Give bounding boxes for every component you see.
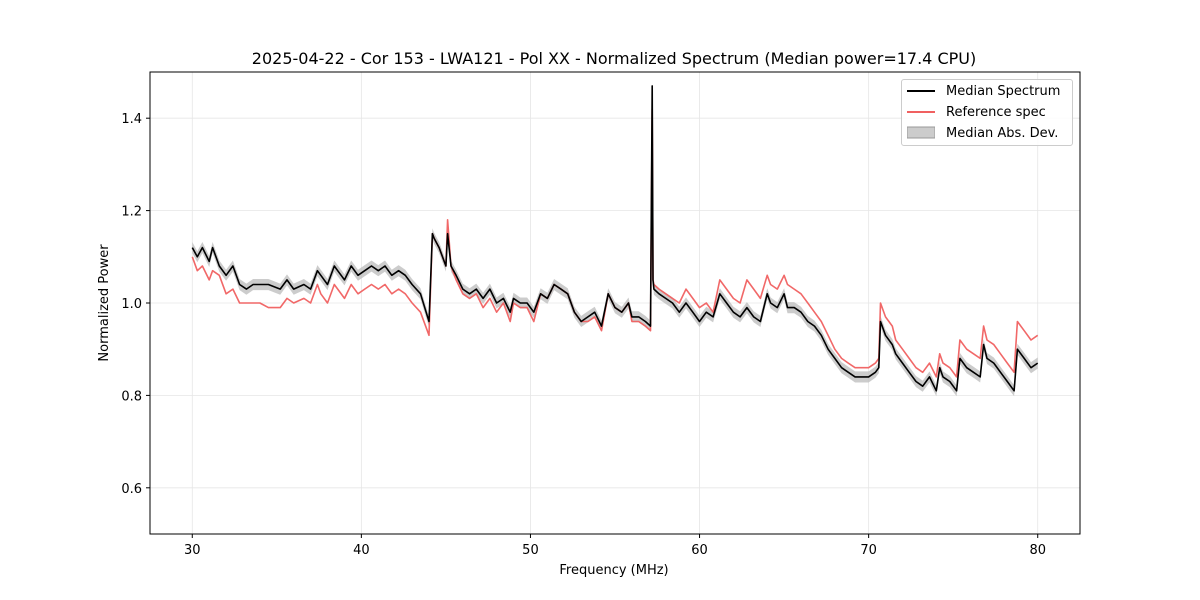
legend-swatch-mad bbox=[907, 126, 935, 139]
x-tick-label: 30 bbox=[184, 543, 201, 558]
x-tick-label: 80 bbox=[1029, 543, 1046, 558]
y-tick-label: 0.6 bbox=[121, 482, 142, 497]
legend-swatch-median bbox=[907, 90, 935, 92]
legend-label-reference: Reference spec bbox=[946, 104, 1046, 120]
legend-label-mad: Median Abs. Dev. bbox=[946, 125, 1059, 141]
y-tick-label: 1.0 bbox=[121, 297, 142, 312]
y-tick-label: 1.2 bbox=[121, 205, 142, 220]
y-tick-label: 0.8 bbox=[121, 389, 142, 404]
chart-title: 2025-04-22 - Cor 153 - LWA121 - Pol XX -… bbox=[252, 49, 976, 68]
legend-item-reference: Reference spec bbox=[902, 102, 1072, 122]
x-tick-label: 40 bbox=[353, 543, 370, 558]
legend-swatch-reference bbox=[907, 111, 935, 113]
x-tick-label: 50 bbox=[522, 543, 539, 558]
legend: Median Spectrum Reference spec Median Ab… bbox=[901, 79, 1073, 146]
y-axis-label: Normalized Power bbox=[97, 244, 112, 362]
legend-item-median: Median Spectrum bbox=[902, 81, 1072, 101]
y-tick-label: 1.4 bbox=[121, 112, 142, 127]
x-tick-label: 60 bbox=[691, 543, 708, 558]
x-tick-label: 70 bbox=[860, 543, 877, 558]
legend-item-mad: Median Abs. Dev. bbox=[902, 123, 1072, 143]
reference-spec-line bbox=[191, 108, 1039, 378]
median-spectrum-line bbox=[191, 85, 1039, 392]
x-axis-label: Frequency (MHz) bbox=[559, 563, 668, 578]
legend-label-median: Median Spectrum bbox=[946, 83, 1061, 99]
series-layer bbox=[191, 85, 1039, 392]
axis-ticks: 30 40 50 60 70 80 0.6 0.8 1.0 1.2 1.4 bbox=[121, 112, 1046, 558]
